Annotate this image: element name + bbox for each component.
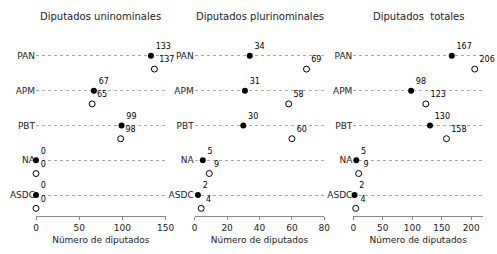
svg-text:Número de diputados: Número de diputados — [52, 235, 150, 245]
svg-text:130: 130 — [435, 112, 450, 121]
svg-text:20: 20 — [221, 223, 233, 233]
svg-text:80: 80 — [319, 223, 331, 233]
svg-text:34: 34 — [255, 42, 265, 51]
svg-text:98: 98 — [125, 125, 135, 134]
svg-text:APM: APM — [16, 86, 35, 96]
svg-text:PBT: PBT — [177, 121, 195, 131]
svg-text:100: 100 — [404, 223, 421, 233]
svg-text:PBT: PBT — [18, 121, 36, 131]
svg-text:67: 67 — [99, 77, 109, 86]
svg-text:2: 2 — [203, 181, 208, 190]
svg-text:167: 167 — [457, 42, 472, 51]
svg-text:5: 5 — [361, 147, 366, 156]
svg-text:ASDC: ASDC — [10, 190, 35, 200]
svg-text:65: 65 — [97, 90, 107, 99]
svg-text:60: 60 — [286, 223, 298, 233]
svg-text:Número de diputados: Número de diputados — [211, 235, 309, 245]
svg-text:5: 5 — [208, 147, 213, 156]
svg-text:Diputados uninominales: Diputados uninominales — [40, 11, 161, 22]
svg-text:9: 9 — [363, 160, 368, 169]
svg-text:NA: NA — [339, 155, 353, 165]
svg-text:ASDC: ASDC — [327, 190, 352, 200]
svg-text:137: 137 — [159, 55, 174, 64]
svg-text:206: 206 — [480, 55, 495, 64]
svg-text:40: 40 — [254, 223, 266, 233]
svg-text:60: 60 — [297, 125, 307, 134]
svg-text:Diputados plurinominales: Diputados plurinominales — [196, 11, 324, 22]
svg-text:98: 98 — [416, 77, 426, 86]
svg-text:PAN: PAN — [17, 51, 35, 61]
svg-text:100: 100 — [114, 223, 131, 233]
svg-text:4: 4 — [360, 195, 365, 204]
svg-text:0: 0 — [41, 195, 46, 204]
svg-text:0: 0 — [192, 223, 198, 233]
svg-text:PAN: PAN — [176, 51, 194, 61]
svg-text:9: 9 — [214, 160, 219, 169]
svg-text:50: 50 — [377, 223, 389, 233]
svg-text:NA: NA — [181, 155, 195, 165]
svg-text:0: 0 — [41, 181, 46, 190]
svg-text:0: 0 — [351, 223, 357, 233]
svg-text:2: 2 — [359, 181, 364, 190]
svg-text:31: 31 — [250, 77, 260, 86]
svg-text:PBT: PBT — [335, 121, 353, 131]
svg-text:APM: APM — [174, 86, 193, 96]
svg-text:APM: APM — [333, 86, 352, 96]
svg-text:58: 58 — [293, 90, 303, 99]
svg-text:NA: NA — [22, 155, 36, 165]
svg-text:0: 0 — [41, 160, 46, 169]
svg-text:99: 99 — [126, 112, 136, 121]
svg-text:Diputados totales: Diputados totales — [373, 11, 464, 22]
svg-text:133: 133 — [156, 42, 171, 51]
svg-text:123: 123 — [431, 90, 446, 99]
svg-text:ASDC: ASDC — [169, 190, 194, 200]
svg-text:150: 150 — [157, 223, 174, 233]
svg-text:PAN: PAN — [335, 51, 353, 61]
svg-text:4: 4 — [206, 195, 211, 204]
svg-text:0: 0 — [41, 147, 46, 156]
svg-text:50: 50 — [73, 223, 85, 233]
svg-text:158: 158 — [451, 125, 466, 134]
svg-text:0: 0 — [33, 223, 39, 233]
svg-text:Número de diputados: Número de diputados — [370, 235, 468, 245]
svg-text:200: 200 — [463, 223, 480, 233]
svg-text:69: 69 — [311, 55, 321, 64]
svg-text:30: 30 — [248, 112, 258, 121]
svg-text:150: 150 — [433, 223, 450, 233]
